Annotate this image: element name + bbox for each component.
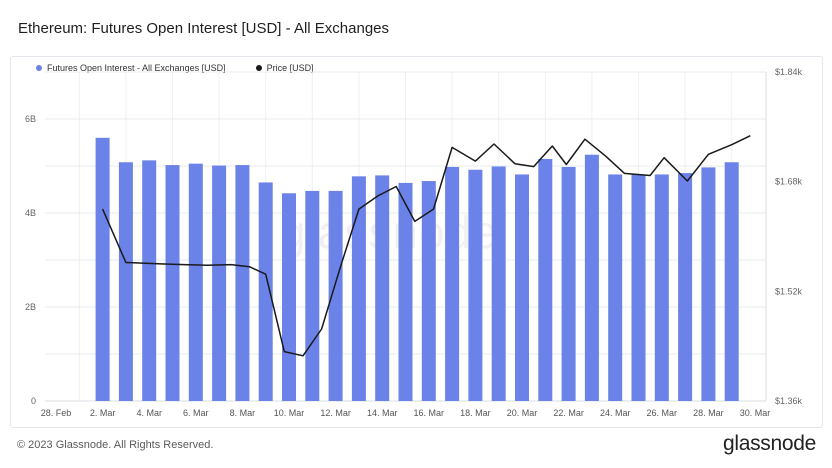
y-right-tick-label: $1.52k	[775, 286, 803, 296]
bar-open-interest	[142, 160, 157, 401]
bar-open-interest	[701, 167, 716, 401]
brand-logo: glassnode	[722, 432, 816, 455]
bar-open-interest	[538, 158, 553, 401]
bar-open-interest	[95, 137, 110, 402]
bar-open-interest	[584, 154, 599, 401]
bar-open-interest	[515, 174, 529, 401]
x-tick-label: 22. Mar	[553, 408, 584, 418]
bar-open-interest	[165, 165, 180, 401]
x-tick-label: 8. Mar	[230, 408, 256, 418]
bar-open-interest	[608, 174, 623, 401]
bar-open-interest	[212, 165, 227, 401]
copyright-text: © 2023 Glassnode. All Rights Reserved.	[17, 439, 214, 451]
legend-item-price[interactable]: Price [USD]	[255, 63, 314, 73]
x-tick-label: 12. Mar	[320, 408, 351, 418]
x-tick-label: 2. Mar	[90, 408, 116, 418]
bar-open-interest	[678, 173, 693, 401]
bar-open-interest	[421, 181, 436, 401]
x-tick-label: 18. Mar	[460, 408, 491, 418]
bar-open-interest	[654, 174, 669, 401]
bar-open-interest	[375, 175, 390, 401]
bar-open-interest	[305, 190, 320, 401]
bar-open-interest	[631, 174, 646, 401]
y-left-tick-label: 0	[31, 396, 36, 406]
bar-open-interest	[328, 190, 343, 401]
bar-open-interest	[468, 169, 483, 401]
bar-open-interest	[351, 176, 366, 401]
legend-dot-open-interest	[36, 65, 42, 71]
legend: Futures Open Interest - All Exchanges [U…	[36, 63, 314, 73]
y-left-tick-label: 4B	[25, 208, 36, 218]
x-tick-label: 16. Mar	[414, 408, 445, 418]
y-left-tick-label: 2B	[25, 302, 36, 312]
bar-open-interest	[724, 162, 739, 401]
legend-item-open-interest[interactable]: Futures Open Interest - All Exchanges [U…	[36, 63, 226, 73]
x-tick-label: 24. Mar	[600, 408, 631, 418]
x-tick-label: 20. Mar	[507, 408, 538, 418]
bar-open-interest	[118, 162, 133, 401]
bar-open-interest	[398, 182, 413, 401]
y-right-tick-label: $1.68k	[775, 177, 803, 187]
y-right-tick-label: $1.84k	[775, 67, 803, 77]
legend-dot-price	[255, 65, 262, 71]
legend-label-price: Price [USD]	[266, 63, 314, 73]
bar-open-interest	[445, 166, 460, 401]
x-tick-label: 28. Mar	[693, 408, 724, 418]
y-right-tick-label: $1.36k	[775, 396, 803, 406]
bar-open-interest	[561, 166, 576, 401]
bar-open-interest	[188, 163, 203, 401]
bar-open-interest	[258, 182, 273, 401]
x-tick-label: 14. Mar	[367, 408, 398, 418]
bar-open-interest	[282, 193, 296, 401]
y-left-tick-label: 6B	[25, 114, 36, 124]
bar-open-interest	[235, 165, 250, 401]
x-tick-label: 10. Mar	[274, 408, 305, 418]
bar-open-interest	[491, 166, 506, 401]
x-tick-label: 26. Mar	[647, 408, 678, 418]
x-tick-label: 30. Mar	[740, 408, 771, 418]
chart-title: Ethereum: Futures Open Interest [USD] - …	[18, 20, 390, 37]
legend-label-open-interest: Futures Open Interest - All Exchanges [U…	[47, 63, 226, 73]
x-tick-label: 6. Mar	[183, 408, 209, 418]
price-line	[101, 135, 751, 357]
x-tick-label: 4. Mar	[136, 408, 162, 418]
x-tick-label: 28. Feb	[41, 408, 72, 418]
